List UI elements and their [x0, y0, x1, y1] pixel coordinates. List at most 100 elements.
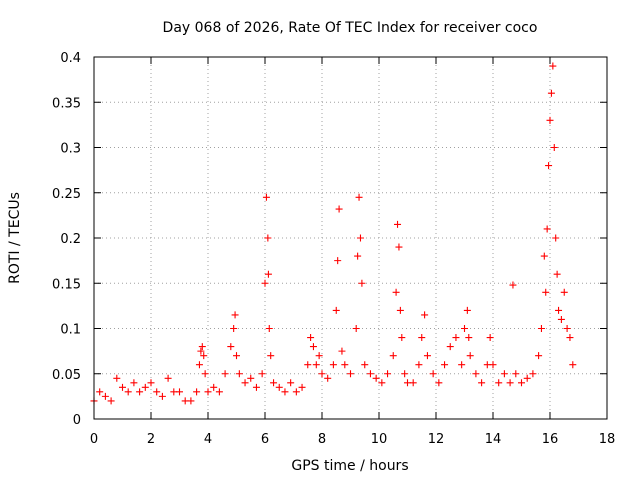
data-point: [354, 252, 362, 260]
data-point: [270, 379, 278, 387]
data-point: [258, 370, 266, 378]
data-point: [231, 311, 239, 319]
y-tick-label: 0.05: [52, 368, 81, 383]
x-tick-label: 0: [90, 432, 98, 447]
data-point: [136, 388, 144, 396]
data-point: [304, 361, 312, 369]
data-point: [355, 193, 363, 201]
data-point: [384, 370, 392, 378]
data-point: [200, 352, 208, 360]
data-point: [378, 379, 386, 387]
data-point: [275, 383, 283, 391]
data-point: [262, 193, 270, 201]
data-point: [372, 374, 380, 382]
y-tick-label: 0.3: [60, 142, 81, 157]
data-point: [466, 352, 474, 360]
data-point: [435, 379, 443, 387]
data-point: [529, 370, 537, 378]
data-point: [401, 370, 409, 378]
data-point: [540, 252, 548, 260]
data-point: [415, 361, 423, 369]
data-point: [472, 370, 480, 378]
x-tick-label: 6: [261, 432, 269, 447]
data-point: [389, 352, 397, 360]
data-point: [201, 370, 209, 378]
data-point: [332, 306, 340, 314]
data-point: [429, 370, 437, 378]
data-point: [324, 374, 332, 382]
data-point: [312, 361, 320, 369]
data-point: [264, 270, 272, 278]
data-point: [307, 334, 315, 342]
data-point: [215, 388, 223, 396]
x-axis-label: GPS time / hours: [291, 458, 408, 474]
data-point: [101, 392, 109, 400]
data-point: [267, 352, 275, 360]
x-tick-label: 2: [147, 432, 155, 447]
data-point: [463, 306, 471, 314]
data-point: [555, 306, 563, 314]
data-point: [569, 361, 577, 369]
data-point: [398, 334, 406, 342]
data-point: [396, 306, 404, 314]
data-point: [512, 370, 520, 378]
data-point: [287, 379, 295, 387]
data-point: [361, 361, 369, 369]
data-point: [552, 234, 560, 242]
data-point: [465, 334, 473, 342]
data-point: [535, 352, 543, 360]
data-point: [423, 352, 431, 360]
data-point: [176, 388, 183, 396]
data-point: [315, 352, 323, 360]
data-point: [141, 383, 149, 391]
data-point: [187, 397, 195, 405]
y-axis-label: ROTI / TECUs: [7, 192, 23, 284]
data-point: [394, 220, 402, 228]
chart-title: Day 068 of 2026, Rate Of TEC Index for r…: [163, 20, 538, 36]
data-point: [124, 388, 132, 396]
data-point: [195, 361, 203, 369]
y-tick-label: 0.35: [52, 96, 81, 111]
data-point: [265, 325, 273, 332]
data-point: [523, 374, 531, 382]
data-points: [90, 62, 577, 405]
data-point: [338, 347, 346, 355]
data-point: [193, 388, 201, 396]
data-point: [164, 374, 172, 382]
x-tick-label: 4: [204, 432, 212, 447]
axis-ticks: [93, 56, 608, 420]
data-point: [566, 334, 574, 342]
x-tick-label: 8: [318, 432, 326, 447]
data-point: [107, 397, 115, 405]
data-point: [409, 379, 417, 387]
data-point: [560, 288, 568, 296]
data-point: [547, 89, 555, 97]
x-tick-label: 14: [485, 432, 502, 447]
y-tick-label: 0.2: [60, 232, 81, 247]
data-point: [235, 370, 243, 378]
x-tick-label: 18: [599, 432, 616, 447]
data-point: [509, 281, 517, 289]
data-point: [366, 370, 374, 378]
data-point: [241, 379, 249, 387]
data-point: [197, 347, 205, 355]
data-point: [119, 383, 126, 391]
data-point: [113, 374, 121, 382]
data-point: [486, 334, 494, 342]
data-point: [545, 162, 553, 170]
x-tick-label: 16: [542, 432, 559, 447]
data-point: [518, 379, 525, 387]
data-point: [252, 383, 260, 391]
x-tick-label: 10: [371, 432, 388, 447]
data-point: [264, 234, 272, 242]
data-point: [281, 388, 289, 396]
data-point: [553, 270, 561, 278]
data-point: [198, 343, 206, 351]
data-point: [495, 379, 503, 387]
data-point: [233, 352, 240, 360]
data-point: [329, 361, 337, 369]
x-tick-label: 12: [428, 432, 445, 447]
x-axis-tick-labels: 0 2 4 6 8 10 12 14 16 18: [90, 432, 615, 447]
data-point: [230, 325, 238, 332]
